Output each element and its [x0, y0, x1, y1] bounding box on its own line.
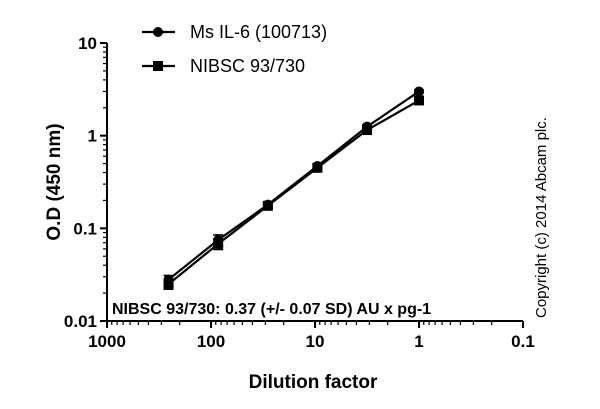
data-point: [414, 86, 424, 97]
series-2: [163, 95, 424, 291]
x-tick-label: 0.1: [511, 332, 535, 351]
series-line: [167, 99, 420, 285]
x-tick-label: 100: [197, 332, 225, 351]
y-tick-label: 0.01: [64, 312, 97, 331]
x-axis-title: Dilution factor: [249, 372, 378, 393]
axes: 0.01 0.1 1 10 1000 100 10 1 0.1: [64, 34, 535, 351]
legend-label: Ms IL-6 (100713): [190, 22, 327, 42]
legend-marker: [153, 61, 163, 71]
series-line: [167, 90, 420, 281]
data-point: [312, 162, 323, 173]
y-tick-label: 0.1: [73, 219, 97, 238]
legend-marker: [153, 27, 163, 37]
copyright-notice: Copyright (c) 2014 Abcam plc.: [533, 117, 550, 318]
y-tick-label: 1: [88, 127, 97, 146]
data-point: [362, 125, 373, 136]
x-tick-label: 1000: [88, 332, 126, 351]
y-tick-label: 10: [78, 34, 97, 53]
legend-label: NIBSC 93/730: [190, 56, 305, 76]
x-tick-label: 1: [414, 332, 423, 351]
legend: Ms IL-6 (100713) NIBSC 93/730: [142, 22, 327, 76]
y-axis-title: O.D (450 nm): [44, 123, 65, 240]
data-point: [262, 200, 273, 211]
data-point: [414, 95, 424, 106]
data-point: [163, 279, 174, 290]
data-point: [213, 238, 224, 249]
series-layer: [163, 86, 424, 291]
x-tick-label: 10: [306, 332, 325, 351]
chart-annotation: NIBSC 93/730: 0.37 (+/- 0.07 SD) AU x pg…: [112, 301, 431, 318]
